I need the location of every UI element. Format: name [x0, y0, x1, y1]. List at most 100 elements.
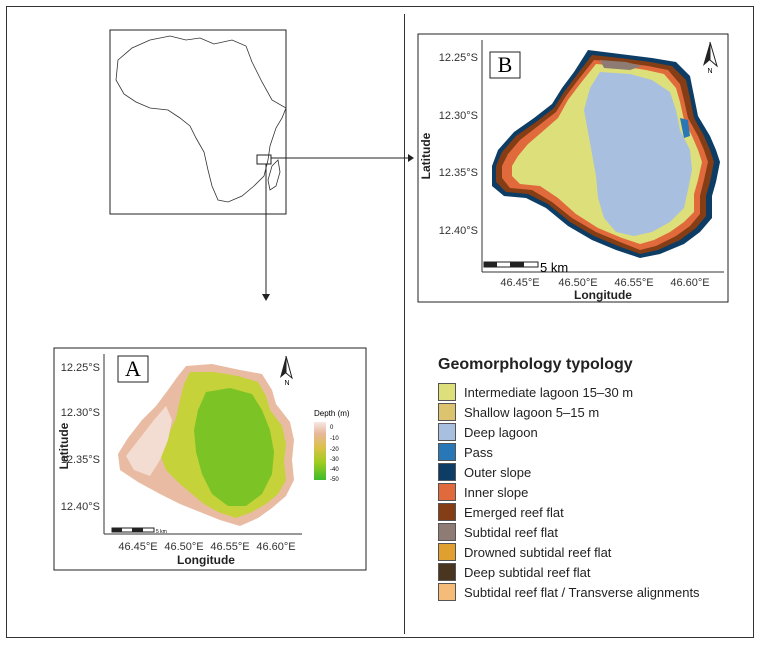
legend-item-label: Deep subtidal reef flat [464, 564, 591, 580]
depth-colorbar-tick: -50 [330, 477, 339, 483]
legend-item: Deep lagoon [438, 423, 538, 441]
scale-bar-a-label: 5 km [156, 529, 167, 535]
legend-swatch [438, 483, 456, 501]
panel-b-north-arrow: N [703, 41, 718, 75]
madagascar-outline [267, 159, 281, 191]
panel-b-letter-box [489, 51, 521, 79]
legend-item: Intermediate lagoon 15–30 m [438, 383, 633, 401]
panel-b-y-tick: 12.30°S [439, 110, 478, 122]
panel-a-y-tick: 12.40°S [61, 501, 100, 513]
panel-a-x-tick: 46.50°E [164, 541, 203, 553]
figure-frame [6, 6, 754, 638]
panel-a-x-tick: 46.55°E [210, 541, 249, 553]
legend-item-label: Deep lagoon [464, 424, 538, 440]
depth-colorbar: Depth (m) 0 -10 -20 -30 -40 -50 [314, 409, 350, 483]
panel-a-y-label: Latitude [57, 422, 71, 469]
depth-colorbar-tick: -10 [330, 436, 339, 442]
legend-item-label: Subtidal reef flat [464, 524, 558, 540]
panel-b-x-tick: 46.45°E [500, 277, 539, 289]
legend-swatch [438, 463, 456, 481]
legend-swatch [438, 563, 456, 581]
panel-b-y-tick: 12.25°S [439, 52, 478, 64]
scale-bar-b-seg-2 [510, 262, 524, 267]
pass-zone [680, 118, 690, 138]
legend-item: Outer slope [438, 463, 531, 481]
depth-colorbar-tick: -30 [330, 457, 339, 463]
north-label-b: N [707, 68, 712, 75]
legend-swatch [438, 443, 456, 461]
panel-b-x-label: Longitude [574, 288, 632, 302]
legend-item: Pass [438, 443, 493, 461]
panel-b-scale-bar: 5 km [483, 260, 568, 275]
panel-a-scale-bar: 5 km [111, 527, 167, 535]
panel-a-letter: A [125, 356, 141, 381]
legend-swatch [438, 423, 456, 441]
panel-divider [404, 14, 405, 634]
panel-b-y-tick: 12.40°S [439, 225, 478, 237]
legend-item-label: Pass [464, 444, 493, 460]
panel-b-y-ticks: 12.25°S 12.30°S 12.35°S 12.40°S [439, 52, 478, 237]
legend-item: Drowned subtidal reef flat [438, 543, 611, 561]
legend-swatch [438, 583, 456, 601]
scale-bar-a-seg-1 [112, 528, 122, 532]
north-label-a: N [284, 380, 289, 387]
panel-a-y-ticks: 12.25°S 12.30°S 12.35°S 12.40°S [61, 362, 100, 513]
legend-item: Shallow lagoon 5–15 m [438, 403, 599, 421]
scale-bar-b-label: 5 km [540, 260, 568, 275]
study-area-box [256, 154, 272, 165]
panel-a-y-tick: 12.35°S [61, 454, 100, 466]
legend-item: Subtidal reef flat / Transverse alignmen… [438, 583, 700, 601]
legend-swatch [438, 543, 456, 561]
north-arrow-a-light-half [285, 355, 293, 380]
panel-b-y-label: Latitude [419, 132, 433, 179]
legend-item-label: Subtidal reef flat / Transverse alignmen… [464, 584, 700, 600]
north-arrow-a-dark-half [280, 356, 286, 378]
panel-a-x-tick: 46.60°E [256, 541, 295, 553]
legend-item: Inner slope [438, 483, 528, 501]
panel-b-y-tick: 12.35°S [439, 167, 478, 179]
panel-a-x-label: Longitude [177, 553, 235, 567]
panel-a-x-ticks: 46.45°E 46.50°E 46.55°E 46.60°E [118, 541, 295, 553]
legend-item-label: Emerged reef flat [464, 504, 564, 520]
panel-b-x-ticks: 46.45°E 46.50°E 46.55°E 46.60°E [500, 277, 709, 289]
depth-colorbar-tick: -40 [330, 467, 339, 473]
panel-a-y-tick: 12.25°S [61, 362, 100, 374]
depth-colorbar-tick: 0 [330, 425, 334, 431]
panel-b-x-tick: 46.60°E [670, 277, 709, 289]
arrowhead-a [262, 294, 270, 301]
panel-a-letter-box [117, 355, 149, 383]
legend-item: Emerged reef flat [438, 503, 564, 521]
deep-lagoon-zone [584, 72, 692, 236]
legend-swatch [438, 523, 456, 541]
depth-colorbar-title: Depth (m) [314, 409, 350, 418]
panel-b-letter: B [498, 52, 513, 77]
legend-item-label: Inner slope [464, 484, 529, 500]
panel-a-north-arrow: N [280, 355, 293, 387]
legend-item-label: Drowned subtidal reef flat [464, 544, 612, 560]
legend-item-label: Intermediate lagoon 15–30 m [464, 384, 634, 400]
legend-item-label: Outer slope [464, 464, 532, 480]
subtidal-reef-flat-zone [600, 60, 642, 70]
panel-b-atoll-map [492, 50, 720, 258]
depth-colorbar-tick: -20 [330, 447, 339, 453]
arrowhead-b [408, 154, 414, 162]
depth-colorbar-gradient [314, 422, 326, 480]
scale-bar-b-seg-1 [484, 262, 497, 267]
panel-a-y-tick: 12.30°S [61, 407, 100, 419]
panel-a-bathymetry-map [118, 364, 294, 526]
legend-item: Deep subtidal reef flat [438, 563, 590, 581]
atoll-deep-center [194, 388, 274, 506]
legend-swatch [438, 403, 456, 421]
legend-swatch [438, 383, 456, 401]
scale-bar-a-seg-2 [132, 528, 143, 532]
panel-b-x-tick: 46.50°E [558, 277, 597, 289]
legend-swatch [438, 503, 456, 521]
africa-locator-frame [109, 29, 287, 215]
north-arrow-dark-half [703, 42, 710, 66]
north-arrow-light-half [709, 41, 718, 68]
legend-item-label: Shallow lagoon 5–15 m [464, 404, 600, 420]
legend-item: Subtidal reef flat [438, 523, 558, 541]
panel-b-x-tick: 46.55°E [614, 277, 653, 289]
panel-a-x-tick: 46.45°E [118, 541, 157, 553]
